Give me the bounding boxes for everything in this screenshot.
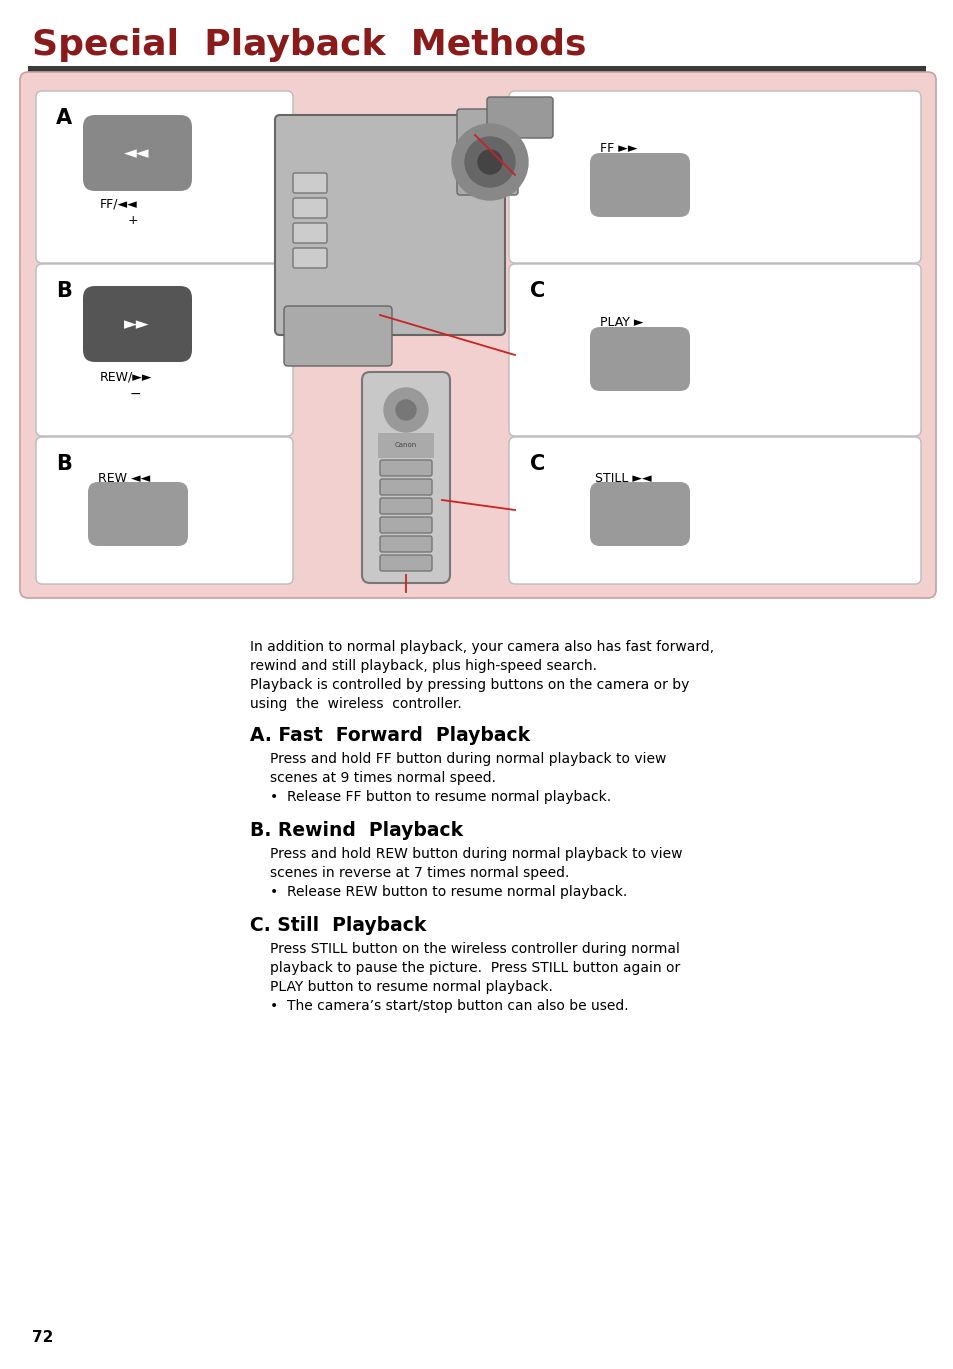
FancyBboxPatch shape — [379, 498, 432, 513]
Circle shape — [384, 387, 428, 433]
Text: −: − — [130, 387, 141, 401]
FancyBboxPatch shape — [284, 307, 392, 366]
Text: C: C — [530, 455, 545, 474]
Text: 72: 72 — [32, 1331, 53, 1344]
FancyBboxPatch shape — [293, 172, 327, 193]
FancyBboxPatch shape — [379, 537, 432, 552]
Text: REW/►►: REW/►► — [100, 371, 152, 383]
Text: C: C — [530, 281, 545, 301]
Circle shape — [452, 125, 527, 200]
FancyBboxPatch shape — [293, 248, 327, 268]
Text: A: A — [56, 108, 72, 127]
Text: In addition to normal playback, your camera also has fast forward,: In addition to normal playback, your cam… — [250, 639, 714, 654]
FancyBboxPatch shape — [379, 554, 432, 571]
FancyBboxPatch shape — [361, 372, 450, 583]
FancyBboxPatch shape — [36, 264, 293, 435]
FancyBboxPatch shape — [456, 110, 517, 194]
Text: FF ►►: FF ►► — [599, 141, 640, 155]
FancyBboxPatch shape — [293, 199, 327, 218]
FancyBboxPatch shape — [83, 115, 192, 192]
Text: Press and hold FF button during normal playback to view: Press and hold FF button during normal p… — [270, 752, 666, 767]
Text: REW ◄◄: REW ◄◄ — [98, 471, 150, 485]
Text: scenes at 9 times normal speed.: scenes at 9 times normal speed. — [270, 771, 496, 784]
Text: B: B — [56, 455, 71, 474]
FancyBboxPatch shape — [36, 437, 293, 585]
FancyBboxPatch shape — [88, 482, 188, 546]
FancyBboxPatch shape — [379, 517, 432, 533]
Text: C. Still  Playback: C. Still Playback — [250, 916, 426, 935]
Text: Press STILL button on the wireless controller during normal: Press STILL button on the wireless contr… — [270, 942, 679, 956]
Text: A. Fast  Forward  Playback: A. Fast Forward Playback — [250, 726, 530, 745]
FancyBboxPatch shape — [28, 66, 925, 73]
FancyBboxPatch shape — [509, 264, 920, 435]
Circle shape — [477, 151, 501, 174]
FancyBboxPatch shape — [379, 479, 432, 496]
Text: FF/◄◄: FF/◄◄ — [100, 197, 137, 211]
Text: •  Release FF button to resume normal playback.: • Release FF button to resume normal pla… — [270, 790, 611, 804]
Text: using  the  wireless  controller.: using the wireless controller. — [250, 697, 461, 711]
Text: PLAY ►: PLAY ► — [599, 315, 643, 329]
Text: +: + — [128, 215, 138, 227]
Text: •  Release REW button to resume normal playback.: • Release REW button to resume normal pl… — [270, 884, 626, 899]
Text: Special  Playback  Methods: Special Playback Methods — [32, 27, 586, 62]
Text: Playback is controlled by pressing buttons on the camera or by: Playback is controlled by pressing butto… — [250, 678, 689, 691]
FancyBboxPatch shape — [589, 482, 689, 546]
Text: B. Rewind  Playback: B. Rewind Playback — [250, 821, 462, 841]
Text: ►►: ►► — [124, 315, 150, 333]
Text: •  The camera’s start/stop button can also be used.: • The camera’s start/stop button can als… — [270, 999, 628, 1013]
FancyBboxPatch shape — [36, 90, 293, 263]
FancyBboxPatch shape — [589, 327, 689, 392]
Text: PLAY button to resume normal playback.: PLAY button to resume normal playback. — [270, 980, 553, 994]
FancyBboxPatch shape — [377, 433, 434, 459]
FancyBboxPatch shape — [293, 223, 327, 244]
FancyBboxPatch shape — [509, 90, 920, 263]
Text: STILL ►◄: STILL ►◄ — [595, 471, 651, 485]
Text: B: B — [56, 281, 71, 301]
Text: Canon: Canon — [395, 442, 416, 448]
Circle shape — [464, 137, 515, 188]
FancyBboxPatch shape — [83, 286, 192, 361]
Text: A: A — [530, 108, 545, 127]
Text: playback to pause the picture.  Press STILL button again or: playback to pause the picture. Press STI… — [270, 961, 679, 975]
FancyBboxPatch shape — [20, 73, 935, 598]
FancyBboxPatch shape — [379, 460, 432, 476]
Circle shape — [395, 400, 416, 420]
Text: ◄◄: ◄◄ — [124, 144, 150, 162]
Text: scenes in reverse at 7 times normal speed.: scenes in reverse at 7 times normal spee… — [270, 867, 569, 880]
Text: rewind and still playback, plus high-speed search.: rewind and still playback, plus high-spe… — [250, 658, 597, 674]
FancyBboxPatch shape — [486, 97, 553, 138]
FancyBboxPatch shape — [274, 115, 504, 335]
FancyBboxPatch shape — [589, 153, 689, 218]
FancyBboxPatch shape — [509, 437, 920, 585]
Text: Press and hold REW button during normal playback to view: Press and hold REW button during normal … — [270, 847, 681, 861]
